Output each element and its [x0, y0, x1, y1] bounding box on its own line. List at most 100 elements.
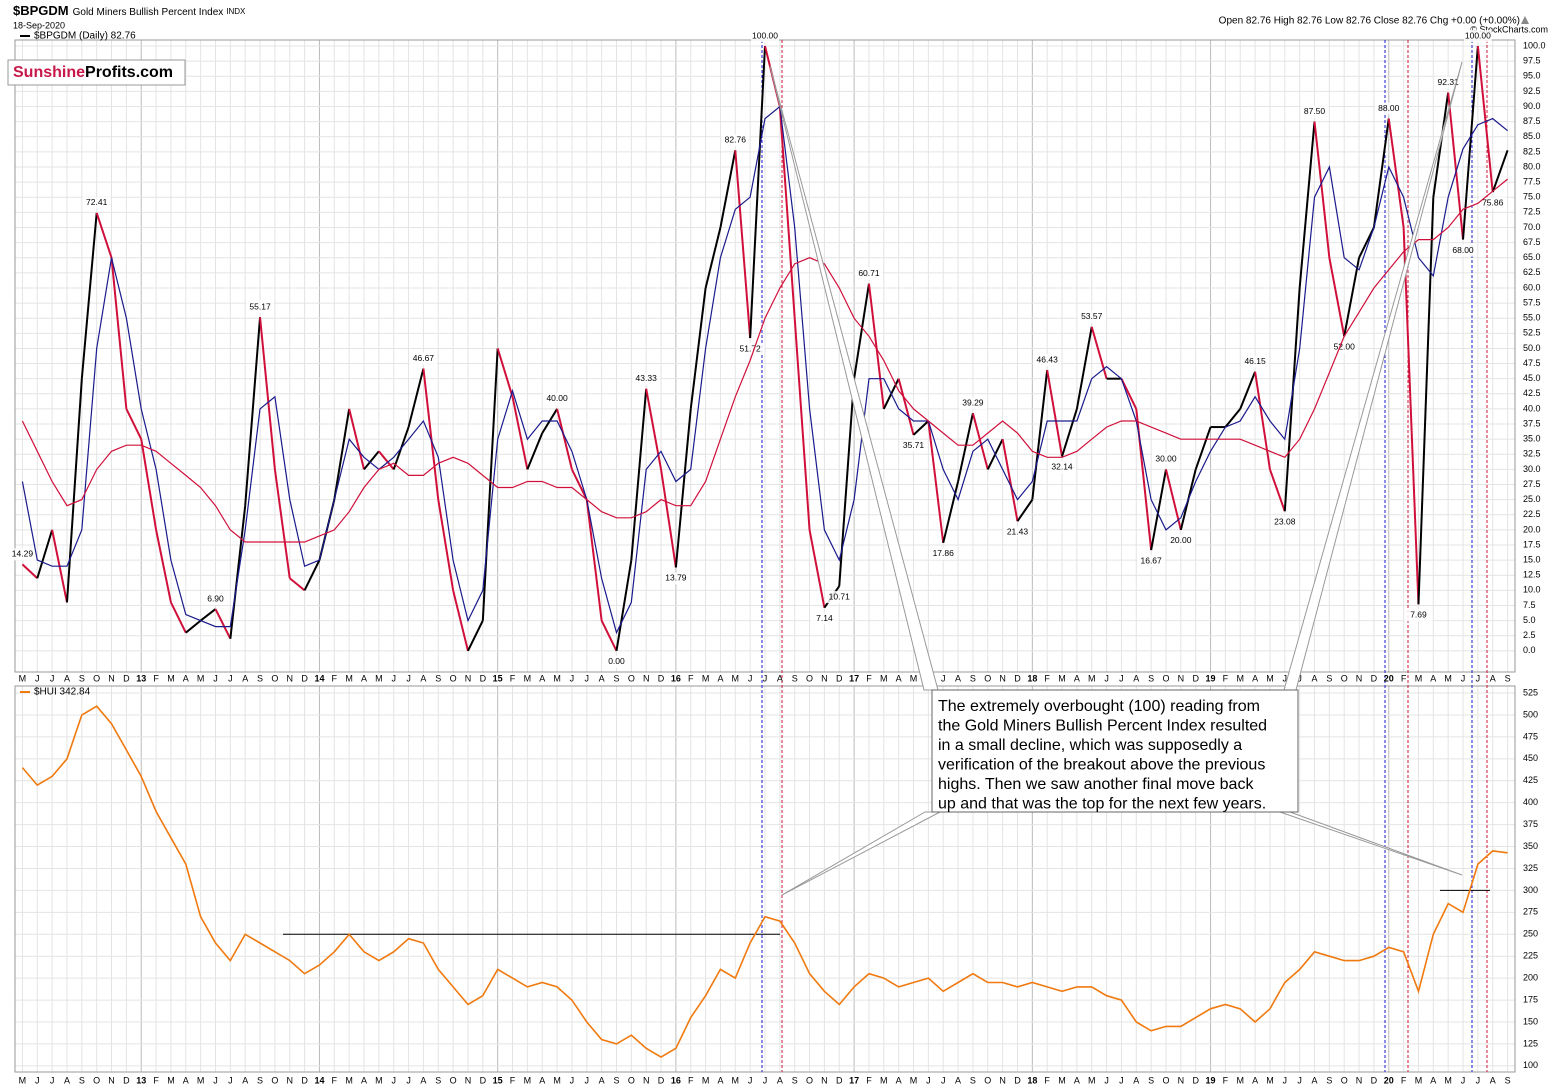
series-segment	[496, 348, 514, 398]
value-label-bg	[632, 372, 661, 385]
x-tick-label: D	[301, 1075, 308, 1085]
value-label-bg	[1449, 244, 1478, 257]
x-tick-label: M	[345, 1075, 353, 1085]
series-segment	[1358, 227, 1375, 259]
y-tick-label: 475	[1523, 731, 1538, 741]
x-tick-label: D	[658, 1075, 665, 1085]
value-label: 17.86	[933, 548, 955, 558]
x-tick-label: J	[1104, 1075, 1109, 1085]
x-tick-label: F	[866, 1075, 872, 1085]
x-tick-label: O	[806, 673, 813, 683]
x-tick-label: M	[732, 1075, 740, 1085]
x-tick-label: F	[866, 673, 872, 683]
series-segment	[1462, 45, 1479, 240]
callout	[769, 65, 939, 691]
x-tick-label: A	[1133, 673, 1139, 683]
x-tick-label: J	[748, 1075, 753, 1085]
x-tick-label: A	[1490, 673, 1496, 683]
x-tick-label: N	[1356, 673, 1363, 683]
series-segment	[571, 468, 588, 501]
value-label-bg	[1463, 30, 1492, 43]
x-tick-label: O	[1162, 1075, 1169, 1085]
series-segment	[1447, 92, 1465, 240]
x-tick-label: D	[1371, 1075, 1378, 1085]
series-segment	[1328, 257, 1346, 337]
logo-box	[7, 59, 186, 86]
y-tick-label: 42.5	[1523, 388, 1541, 398]
series-segment	[467, 620, 484, 652]
x-tick-label: M	[702, 673, 710, 683]
annotation-line: verification of the breakout above the p…	[938, 757, 1265, 774]
y-tick-label: 325	[1523, 863, 1538, 873]
series-line	[21, 178, 1508, 543]
y-tick-label: 300	[1523, 885, 1538, 895]
x-tick-label: J	[1297, 1075, 1302, 1085]
x-tick-label: M	[19, 673, 27, 683]
series-segment	[155, 529, 172, 603]
series-segment	[437, 499, 455, 591]
x-tick-label: N	[108, 1075, 115, 1085]
x-tick-label: F	[153, 673, 159, 683]
series-segment	[1269, 469, 1286, 512]
x-tick-label: M	[553, 673, 561, 683]
series-segment	[481, 348, 499, 621]
x-tick-label: 16	[671, 1075, 681, 1085]
x-tick-label: D	[836, 673, 843, 683]
annotation-line: the Gold Miners Bullish Percent Index re…	[938, 718, 1267, 735]
x-tick-label: D	[836, 1075, 843, 1085]
x-tick-label: J	[570, 673, 575, 683]
x-tick-label: A	[717, 673, 723, 683]
x-tick-label: J	[50, 1075, 55, 1085]
x-tick-label: J	[1461, 673, 1466, 683]
series-segment	[1239, 371, 1257, 410]
x-tick-label: J	[941, 1075, 946, 1085]
series-segment	[65, 378, 83, 603]
series-segment	[229, 505, 247, 639]
x-tick-label: A	[183, 1075, 189, 1085]
series-segment	[1298, 121, 1316, 289]
x-tick-label: O	[1162, 673, 1169, 683]
series-segment	[645, 388, 663, 470]
x-tick-label: S	[1326, 673, 1332, 683]
x-tick-label: M	[167, 1075, 175, 1085]
x-tick-label: A	[717, 1075, 723, 1085]
y-tick-label: 5.0	[1523, 615, 1536, 625]
x-tick-label: N	[287, 673, 294, 683]
y-tick-label: 275	[1523, 907, 1538, 917]
logo-b: Profits.com	[85, 64, 173, 81]
title-name: Gold Miners Bullish Percent Index	[73, 7, 224, 18]
value-label: 87.50	[1304, 106, 1326, 116]
x-tick-label: M	[1415, 673, 1423, 683]
x-tick-label: F	[510, 673, 516, 683]
x-tick-label: M	[19, 1075, 27, 1085]
legend-label: $HUI 342.84	[34, 687, 91, 698]
x-tick-label: N	[287, 1075, 294, 1085]
series-segment	[734, 150, 752, 339]
series-segment	[273, 469, 291, 579]
series-segment	[793, 318, 811, 530]
x-tick-label: 18	[1027, 673, 1037, 683]
x-tick-label: N	[643, 673, 650, 683]
series-segment	[333, 408, 351, 500]
x-tick-label: A	[361, 673, 367, 683]
x-tick-label: N	[999, 1075, 1006, 1085]
x-tick-label: S	[79, 1075, 85, 1085]
y-tick-label: 400	[1523, 797, 1538, 807]
value-label-bg	[409, 352, 438, 365]
y-tick-label: 72.5	[1523, 207, 1541, 217]
x-tick-label: O	[1341, 1075, 1348, 1085]
x-tick-label: D	[1192, 673, 1199, 683]
series-segment	[1402, 227, 1420, 605]
callout	[1279, 811, 1463, 876]
value-label: 46.15	[1244, 356, 1266, 366]
x-tick-label: M	[167, 673, 175, 683]
y-tick-label: 450	[1523, 753, 1538, 763]
x-tick-label: 19	[1206, 1075, 1216, 1085]
y-tick-label: 30.0	[1523, 464, 1541, 474]
y-tick-label: 82.5	[1523, 146, 1541, 156]
y-tick-label: 92.5	[1523, 86, 1541, 96]
x-tick-label: S	[970, 673, 976, 683]
x-tick-label: F	[1044, 673, 1050, 683]
series-segment	[259, 317, 276, 470]
x-tick-label: J	[228, 1075, 233, 1085]
